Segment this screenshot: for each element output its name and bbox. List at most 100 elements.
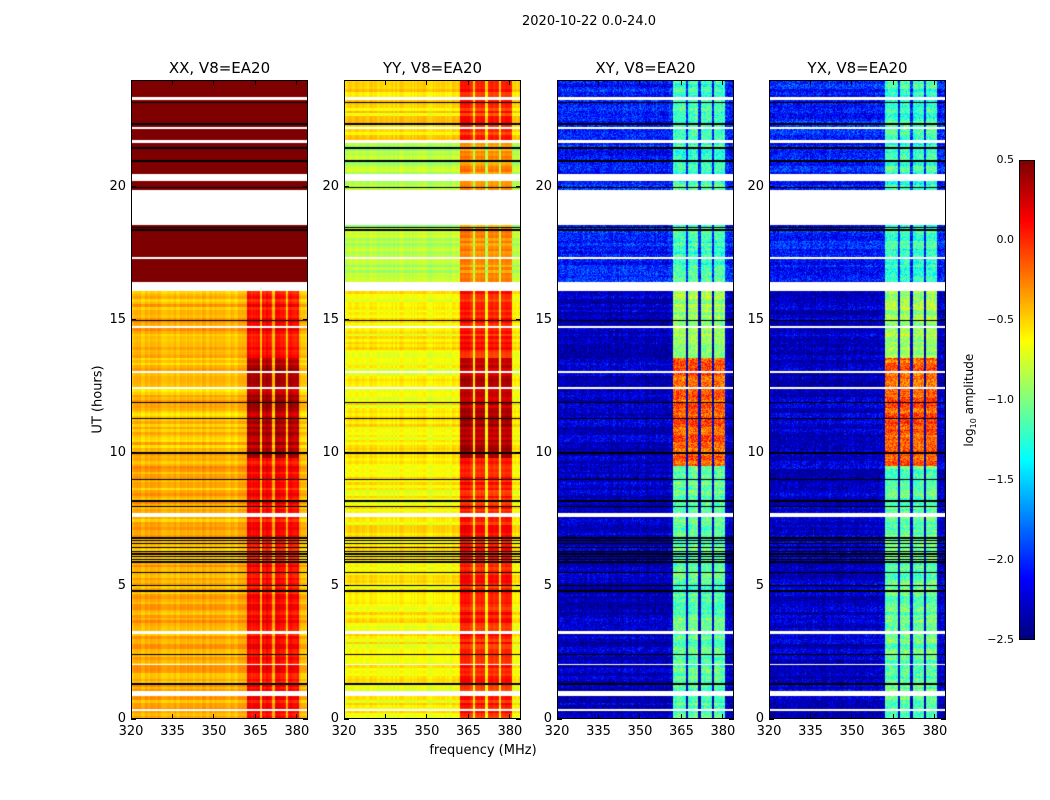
y-tick-label: 0 bbox=[117, 711, 126, 726]
x-tick-mark bbox=[722, 714, 724, 719]
x-tick-mark bbox=[556, 714, 558, 719]
x-tick-label: 365 bbox=[456, 724, 481, 739]
y-tick-label: 20 bbox=[322, 178, 339, 194]
colorbar-tick-label: −0.5 bbox=[987, 313, 1014, 326]
x-tick-mark bbox=[130, 80, 132, 85]
x-tick-mark bbox=[384, 714, 386, 719]
y-tick-mark bbox=[131, 585, 136, 587]
colorbar-tick-label: −1.0 bbox=[987, 393, 1014, 406]
x-tick-label: 320 bbox=[331, 724, 357, 739]
x-tick-mark bbox=[722, 80, 724, 85]
x-tick-mark bbox=[426, 80, 428, 85]
x-axis-label: frequency (MHz) bbox=[429, 743, 537, 758]
y-tick-mark bbox=[303, 319, 308, 321]
y-tick-mark bbox=[769, 718, 774, 720]
x-tick-mark bbox=[809, 714, 811, 719]
y-tick-mark bbox=[516, 452, 521, 454]
y-tick-label: 5 bbox=[117, 577, 126, 593]
heatmap-panel-1 bbox=[344, 80, 521, 719]
x-tick-mark bbox=[254, 714, 256, 719]
y-tick-mark bbox=[303, 585, 308, 587]
y-tick-mark bbox=[344, 585, 349, 587]
colorbar-tick-label: −2.0 bbox=[987, 553, 1014, 566]
y-tick-mark bbox=[131, 452, 136, 454]
colorbar-tick-label: −2.5 bbox=[987, 633, 1014, 646]
colorbar-label: log10 amplitude bbox=[962, 350, 978, 450]
x-tick-label: 335 bbox=[373, 724, 398, 739]
y-tick-mark bbox=[941, 585, 946, 587]
x-tick-mark bbox=[597, 714, 599, 719]
panel-title: YX, V8=EA20 bbox=[807, 59, 908, 77]
x-tick-mark bbox=[509, 80, 511, 85]
colorbar-label-rest: amplitude bbox=[961, 353, 976, 419]
y-tick-mark bbox=[516, 718, 521, 720]
y-tick-label: 10 bbox=[747, 444, 764, 460]
y-tick-mark bbox=[729, 718, 734, 720]
x-tick-mark bbox=[934, 714, 936, 719]
y-tick-label: 0 bbox=[755, 711, 764, 726]
x-tick-mark bbox=[892, 80, 894, 85]
y-tick-label: 20 bbox=[747, 178, 764, 194]
x-tick-mark bbox=[296, 714, 298, 719]
x-tick-mark bbox=[130, 714, 132, 719]
y-tick-label: 15 bbox=[747, 311, 764, 327]
y-tick-mark bbox=[344, 186, 349, 187]
x-tick-mark bbox=[768, 80, 770, 85]
x-tick-mark bbox=[680, 80, 682, 85]
x-tick-mark bbox=[768, 714, 770, 719]
y-tick-label: 20 bbox=[535, 178, 552, 194]
x-tick-mark bbox=[171, 80, 173, 85]
y-tick-mark bbox=[729, 186, 734, 187]
x-tick-mark bbox=[213, 714, 215, 719]
y-tick-mark bbox=[557, 452, 562, 454]
x-tick-mark bbox=[680, 714, 682, 719]
y-tick-label: 5 bbox=[543, 577, 552, 593]
heatmap-panel-0 bbox=[131, 80, 308, 719]
x-tick-label: 335 bbox=[160, 724, 185, 739]
heatmap-panel-2 bbox=[557, 80, 734, 719]
y-tick-label: 0 bbox=[330, 711, 339, 726]
x-tick-mark bbox=[213, 80, 215, 85]
colorbar bbox=[1019, 160, 1035, 640]
x-tick-label: 380 bbox=[922, 724, 948, 739]
y-tick-mark bbox=[516, 319, 521, 321]
heatmap-image bbox=[132, 81, 307, 718]
x-tick-mark bbox=[851, 80, 853, 85]
x-tick-label: 335 bbox=[798, 724, 823, 739]
y-tick-mark bbox=[557, 718, 562, 720]
colorbar-label-main: log bbox=[961, 428, 976, 447]
y-tick-mark bbox=[729, 452, 734, 454]
x-tick-label: 350 bbox=[414, 724, 440, 739]
x-tick-label: 350 bbox=[201, 724, 227, 739]
x-tick-mark bbox=[639, 80, 641, 85]
x-tick-mark bbox=[384, 80, 386, 85]
y-tick-mark bbox=[769, 186, 774, 187]
x-tick-label: 365 bbox=[243, 724, 268, 739]
x-tick-mark bbox=[556, 80, 558, 85]
colorbar-tick-label: 0.0 bbox=[996, 233, 1015, 246]
x-tick-label: 320 bbox=[118, 724, 144, 739]
y-tick-label: 0 bbox=[543, 711, 552, 726]
y-tick-mark bbox=[557, 319, 562, 321]
x-tick-mark bbox=[467, 80, 469, 85]
colorbar-label-sub: 10 bbox=[969, 418, 979, 429]
y-tick-mark bbox=[516, 585, 521, 587]
panel-title: XX, V8=EA20 bbox=[168, 59, 271, 77]
panel-title: XY, V8=EA20 bbox=[595, 59, 696, 77]
x-tick-mark bbox=[254, 80, 256, 85]
x-tick-mark bbox=[892, 714, 894, 719]
x-tick-mark bbox=[934, 80, 936, 85]
y-tick-label: 5 bbox=[755, 577, 764, 593]
heatmap-image bbox=[770, 81, 945, 718]
x-tick-mark bbox=[639, 714, 641, 719]
x-tick-label: 380 bbox=[284, 724, 310, 739]
y-tick-mark bbox=[557, 186, 562, 187]
y-tick-mark bbox=[769, 319, 774, 321]
y-tick-mark bbox=[344, 319, 349, 321]
x-tick-label: 320 bbox=[544, 724, 570, 739]
x-tick-mark bbox=[171, 714, 173, 719]
y-tick-mark bbox=[131, 718, 136, 720]
x-tick-mark bbox=[467, 714, 469, 719]
x-tick-mark bbox=[296, 80, 298, 85]
y-tick-mark bbox=[303, 718, 308, 720]
